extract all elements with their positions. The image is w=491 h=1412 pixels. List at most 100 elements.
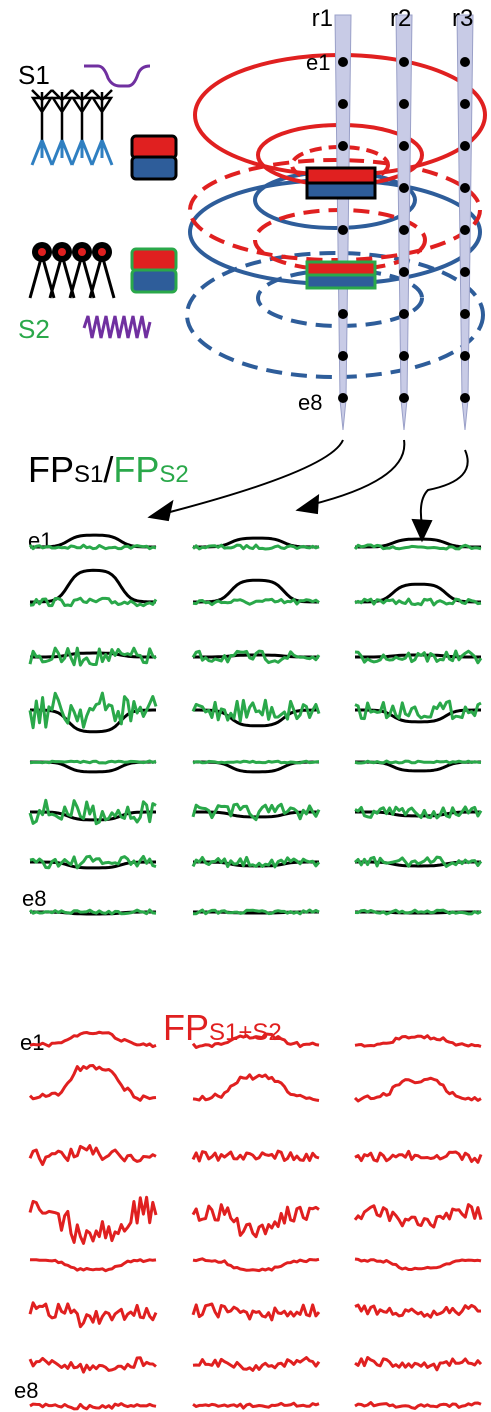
dipole-neg [307,183,375,198]
nucleus [38,248,46,256]
recording-site [399,183,409,193]
fp-sum-trace [30,1260,156,1271]
fp-s1-trace [355,584,481,602]
recording-site [460,57,470,67]
arrow [310,440,404,505]
nucleus [98,248,106,256]
recording-site [399,267,409,277]
site-label: e8 [22,886,46,911]
fp-sum-trace [355,1305,481,1317]
apical [72,90,92,140]
recording-site [399,351,409,361]
fp-sum-trace [30,1066,156,1101]
title-part: FP [28,449,74,490]
pyramidal-cells [32,90,112,165]
arrows [150,440,468,540]
fp-s2-trace [193,761,319,763]
dipole-icon [132,270,176,292]
traces [30,535,481,1409]
fp-sum-trace [193,1403,319,1408]
title-part: FP [113,449,159,490]
shank-label: r1 [312,5,333,32]
title-part: S1 [74,461,103,488]
fp-sum-trace [30,1197,156,1243]
title-part: FP [163,1007,209,1048]
recording-site [338,351,348,361]
fp-sum-trace [355,1205,481,1227]
recording-site [399,99,409,109]
fp-sum-trace [30,1358,156,1372]
s1-waveform [84,66,150,86]
recording-site [399,225,409,235]
dipole-neg [307,275,375,288]
fp-sum-trace [193,1205,319,1237]
fp-sum-trace [193,1304,319,1320]
panel-title: FPS1+S2 [163,1007,282,1048]
recording-site [338,57,348,67]
s2-cells [30,242,114,298]
apical [32,90,52,140]
arrow-head [298,496,318,513]
recording-site [460,351,470,361]
fp-s1-trace [30,570,156,602]
fp-sum-trace [355,1358,481,1370]
fp-s2-trace [355,761,481,763]
fp-s2-trace [30,761,156,763]
dipole-pos [307,168,375,183]
arrow-head [150,502,172,520]
dendrite [52,140,72,165]
fp-s2-trace [193,545,319,549]
recording-site [399,393,409,403]
fp-s2-trace [193,700,319,721]
recording-site [399,57,409,67]
fp-sum-trace [193,1075,319,1101]
recording-site [460,309,470,319]
panel-title: FPS1/FPS2 [28,449,189,490]
recording-site [460,225,470,235]
fp-sum-trace [193,1151,319,1161]
shank-label: r2 [390,5,411,32]
dendrite [72,140,92,165]
recording-site [338,393,348,403]
recording-site [338,99,348,109]
title-part: S2 [159,461,188,488]
dipole-s1 [307,168,375,198]
fp-s2-trace [193,857,319,867]
fp-s2-trace [355,545,481,549]
recording-site [460,99,470,109]
recording-site [460,393,470,403]
arrow [421,450,468,525]
recording-site [460,267,470,277]
fp-sum-trace [355,1078,481,1101]
dipole-s2 [307,262,375,288]
recording-site [338,309,348,319]
recording-site [460,183,470,193]
fp-s2-trace [355,807,481,818]
site-label: e8 [298,390,322,415]
fp-sum-trace [193,1358,319,1371]
arrow-head [413,520,431,540]
fp-sum-trace [30,1146,156,1165]
recording-site [338,225,348,235]
fp-sum-trace [30,1032,156,1046]
shank [457,15,473,430]
fp-sum-trace [193,1259,319,1271]
dendrite [32,140,52,165]
fp-s1-trace [193,580,319,602]
shank [396,15,412,430]
fp-sum-trace [355,1151,481,1162]
dipole-icon [132,249,176,271]
s2-waveform [84,316,150,338]
fp-sum-trace [355,1403,481,1409]
site-label: e8 [14,1378,38,1403]
fp-sum-trace [355,1259,481,1270]
source-label: S1 [18,60,50,90]
shank-label: r3 [452,5,473,32]
recording-site [338,141,348,151]
recording-site [460,141,470,151]
recording-site [399,141,409,151]
site-label: e1 [306,50,330,75]
figure: r1 r2 r3 e1 e8 S1 S2 FPS1/FPS2 e1 e8 FPS… [0,0,491,1412]
fp-sum-trace [355,1036,481,1047]
dipole-icon [132,136,176,158]
